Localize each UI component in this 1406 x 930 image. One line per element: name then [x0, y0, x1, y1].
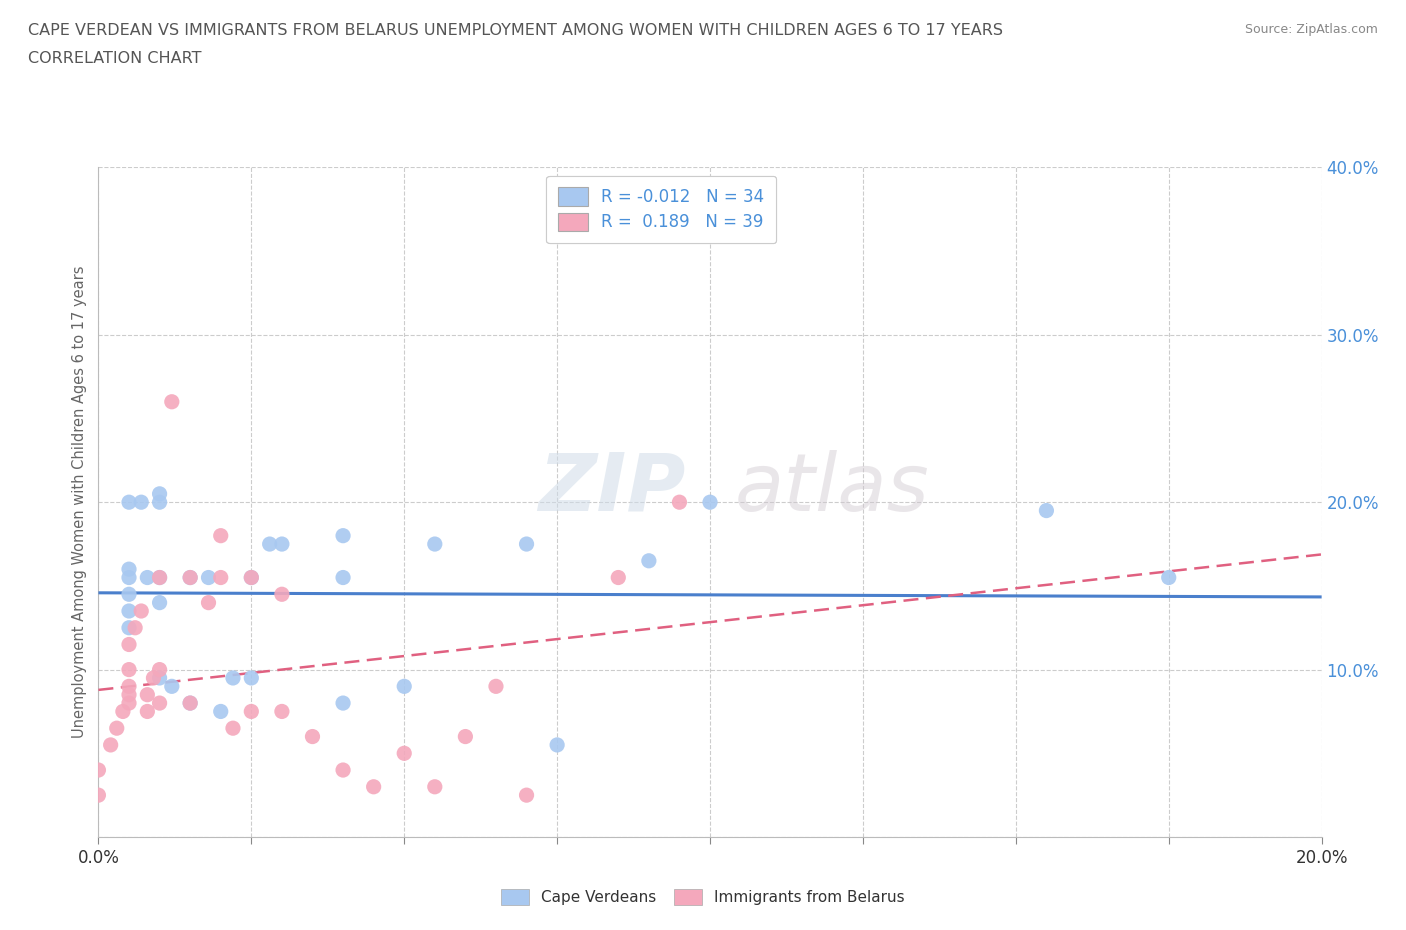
Point — [118, 587, 141, 602]
Point — [392, 746, 416, 761]
Point — [118, 620, 141, 635]
Point — [332, 696, 354, 711]
Point — [332, 528, 354, 543]
Point — [259, 537, 281, 551]
Point — [142, 671, 165, 685]
Text: CAPE VERDEAN VS IMMIGRANTS FROM BELARUS UNEMPLOYMENT AMONG WOMEN WITH CHILDREN A: CAPE VERDEAN VS IMMIGRANTS FROM BELARUS … — [28, 23, 1002, 38]
Point — [129, 495, 152, 510]
Point — [1157, 570, 1180, 585]
Point — [668, 495, 690, 510]
Point — [160, 679, 183, 694]
Point — [516, 788, 538, 803]
Point — [332, 570, 354, 585]
Point — [332, 763, 354, 777]
Point — [240, 570, 263, 585]
Point — [363, 779, 385, 794]
Point — [118, 687, 141, 702]
Point — [118, 679, 141, 694]
Point — [209, 570, 232, 585]
Point — [270, 704, 292, 719]
Point — [197, 570, 219, 585]
Point — [118, 604, 141, 618]
Point — [222, 721, 245, 736]
Point — [1035, 503, 1057, 518]
Point — [149, 671, 172, 685]
Point — [392, 679, 416, 694]
Point — [209, 528, 232, 543]
Point — [105, 721, 128, 736]
Point — [118, 696, 141, 711]
Point — [270, 537, 292, 551]
Point — [270, 587, 292, 602]
Point — [699, 495, 721, 510]
Point — [179, 696, 201, 711]
Y-axis label: Unemployment Among Women with Children Ages 6 to 17 years: Unemployment Among Women with Children A… — [72, 266, 87, 738]
Point — [149, 486, 172, 501]
Point — [118, 662, 141, 677]
Point — [197, 595, 219, 610]
Point — [136, 687, 159, 702]
Point — [160, 394, 183, 409]
Point — [179, 570, 201, 585]
Text: atlas: atlas — [734, 450, 929, 528]
Legend: R = -0.012   N = 34, R =  0.189   N = 39: R = -0.012 N = 34, R = 0.189 N = 39 — [546, 176, 776, 243]
Point — [454, 729, 477, 744]
Point — [179, 570, 201, 585]
Point — [240, 704, 263, 719]
Point — [118, 637, 141, 652]
Point — [149, 570, 172, 585]
Point — [87, 788, 110, 803]
Point — [87, 763, 110, 777]
Point — [118, 495, 141, 510]
Point — [485, 679, 508, 694]
Text: CORRELATION CHART: CORRELATION CHART — [28, 51, 201, 66]
Text: ZIP: ZIP — [538, 450, 686, 528]
Point — [149, 495, 172, 510]
Point — [136, 570, 159, 585]
Point — [423, 537, 446, 551]
Text: Source: ZipAtlas.com: Source: ZipAtlas.com — [1244, 23, 1378, 36]
Point — [124, 620, 146, 635]
Point — [149, 595, 172, 610]
Point — [240, 671, 263, 685]
Point — [149, 662, 172, 677]
Point — [149, 696, 172, 711]
Point — [516, 537, 538, 551]
Point — [118, 570, 141, 585]
Point — [136, 704, 159, 719]
Point — [129, 604, 152, 618]
Point — [423, 779, 446, 794]
Point — [637, 553, 661, 568]
Legend: Cape Verdeans, Immigrants from Belarus: Cape Verdeans, Immigrants from Belarus — [494, 882, 912, 913]
Point — [118, 562, 141, 577]
Point — [240, 570, 263, 585]
Point — [209, 704, 232, 719]
Point — [222, 671, 245, 685]
Point — [100, 737, 122, 752]
Point — [546, 737, 568, 752]
Point — [607, 570, 630, 585]
Point — [179, 696, 201, 711]
Point — [111, 704, 134, 719]
Point — [149, 570, 172, 585]
Point — [301, 729, 323, 744]
